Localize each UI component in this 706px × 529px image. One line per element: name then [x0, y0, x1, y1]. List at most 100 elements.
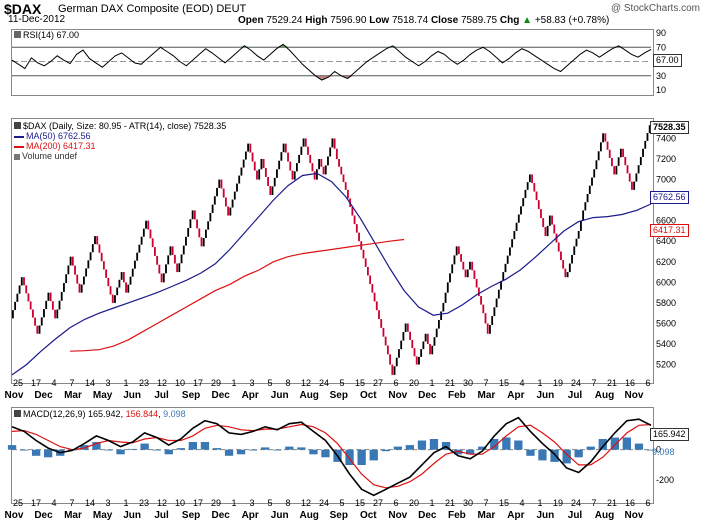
ma200-legend-swatch	[14, 145, 24, 148]
renko-brick-up	[424, 333, 427, 342]
macd-histogram-bar	[417, 440, 427, 450]
x-month-label: Dec	[212, 390, 231, 401]
renko-brick-down	[604, 133, 607, 142]
renko-brick-up	[207, 221, 210, 230]
rsi-ytick-label: 70	[656, 42, 666, 52]
renko-brick-up	[584, 202, 587, 211]
renko-brick-up	[218, 179, 221, 188]
renko-brick-down	[227, 206, 230, 216]
x-month-label: Apr	[507, 510, 524, 521]
renko-brick-up	[455, 246, 458, 256]
renko-brick-down	[31, 309, 34, 318]
x-month-label: Jun	[537, 390, 555, 401]
renko-brick-up	[395, 357, 398, 367]
high-label: High	[305, 15, 328, 26]
renko-brick-up	[444, 292, 447, 303]
macd-legend: MACD(12,26,9) 165.942, 156.844, 9.098	[14, 409, 186, 419]
renko-brick-down	[486, 323, 489, 334]
macd-legend-hist: 9.098	[163, 409, 186, 419]
renko-brick-up	[595, 160, 598, 170]
renko-brick-down	[347, 189, 349, 199]
renko-brick-down	[107, 277, 110, 287]
macd-histogram-bar	[357, 449, 366, 465]
x-date-label: 6	[393, 498, 398, 508]
renko-brick-down	[49, 292, 52, 302]
renko-brick-down	[264, 168, 267, 177]
renko-brick-down	[386, 345, 389, 355]
renko-brick-up	[599, 142, 602, 152]
macd-histogram-bar	[116, 449, 125, 455]
ma50-line	[11, 172, 652, 376]
renko-brick-down	[537, 200, 540, 210]
price-ytick-label: 6200	[656, 257, 676, 267]
macd-signal-line	[11, 423, 652, 489]
macd-histogram-bar	[212, 448, 222, 450]
renko-brick-down	[74, 265, 76, 275]
x-month-label: Jun	[271, 390, 289, 401]
renko-brick-up	[216, 187, 218, 197]
macd-histogram-bar	[188, 442, 197, 450]
macd-histogram-bar	[381, 449, 390, 452]
renko-brick-up	[167, 255, 170, 265]
renko-brick-up	[136, 252, 139, 261]
renko-brick-up	[646, 133, 649, 141]
renko-brick-up	[94, 236, 96, 245]
renko-brick-down	[378, 310, 380, 320]
x-date-label: 15	[355, 498, 365, 508]
renko-brick-down	[196, 219, 198, 229]
renko-brick-down	[284, 143, 287, 153]
x-date-label: 25	[13, 498, 23, 508]
x-date-label: 24	[571, 498, 581, 508]
x-date-label: 24	[319, 378, 329, 388]
renko-brick-up	[116, 287, 119, 296]
x-month-label: May	[93, 510, 113, 521]
renko-brick-down	[322, 166, 325, 175]
renko-brick-up	[575, 238, 578, 247]
macd-histogram-bar	[32, 449, 41, 456]
x-date-label: 16	[625, 498, 635, 508]
renko-brick-down	[482, 304, 485, 314]
open-value: 7529.24	[266, 15, 303, 26]
x-date-label: 3	[249, 378, 254, 388]
x-month-label: Mar	[64, 510, 82, 521]
x-date-label: 19	[553, 378, 563, 388]
renko-brick-down	[335, 148, 338, 160]
x-date-label: 27	[373, 498, 383, 508]
renko-brick-up	[65, 274, 68, 284]
renko-brick-up	[118, 279, 121, 288]
macd-line	[11, 416, 652, 497]
renko-brick-up	[420, 349, 423, 357]
renko-brick-up	[573, 246, 576, 255]
copyright-label[interactable]: @ StockCharts.com	[610, 3, 700, 14]
macd-histogram-bar	[514, 440, 523, 450]
price-legend: $DAX (Daily, Size: 80.95 - ATR(14), clos…	[14, 121, 226, 161]
macd-histogram-bar	[369, 449, 378, 461]
renko-brick-down	[176, 263, 179, 273]
x-date-label: 4	[519, 498, 524, 508]
price-panel	[11, 118, 654, 384]
renko-brick-down	[622, 148, 624, 157]
rsi-legend: RSI(14) 67.00	[14, 30, 79, 40]
renko-brick-up	[247, 143, 250, 152]
renko-brick-down	[391, 364, 394, 375]
macd-legend-signal: 156.844	[125, 409, 159, 419]
macd-histogram-bar	[164, 449, 173, 455]
x-month-label: Aug	[595, 510, 614, 521]
x-date-label: 21	[607, 498, 617, 508]
macd-histogram-bar	[454, 449, 463, 455]
renko-brick-down	[413, 348, 416, 357]
macd-legend-swatch	[14, 410, 21, 417]
renko-brick-down	[409, 331, 411, 340]
renko-brick-up	[258, 169, 261, 180]
x-date-label: 5	[267, 378, 272, 388]
macd-histogram-bar	[80, 445, 89, 450]
renko-brick-down	[384, 336, 387, 346]
renko-brick-up	[602, 133, 605, 143]
x-date-label: 10	[175, 378, 185, 388]
renko-brick-down	[389, 354, 392, 365]
renko-brick-up	[273, 177, 276, 187]
renko-brick-up	[180, 254, 183, 264]
renko-brick-down	[457, 246, 460, 255]
renko-brick-up	[43, 309, 45, 318]
renko-brick-down	[105, 269, 108, 278]
